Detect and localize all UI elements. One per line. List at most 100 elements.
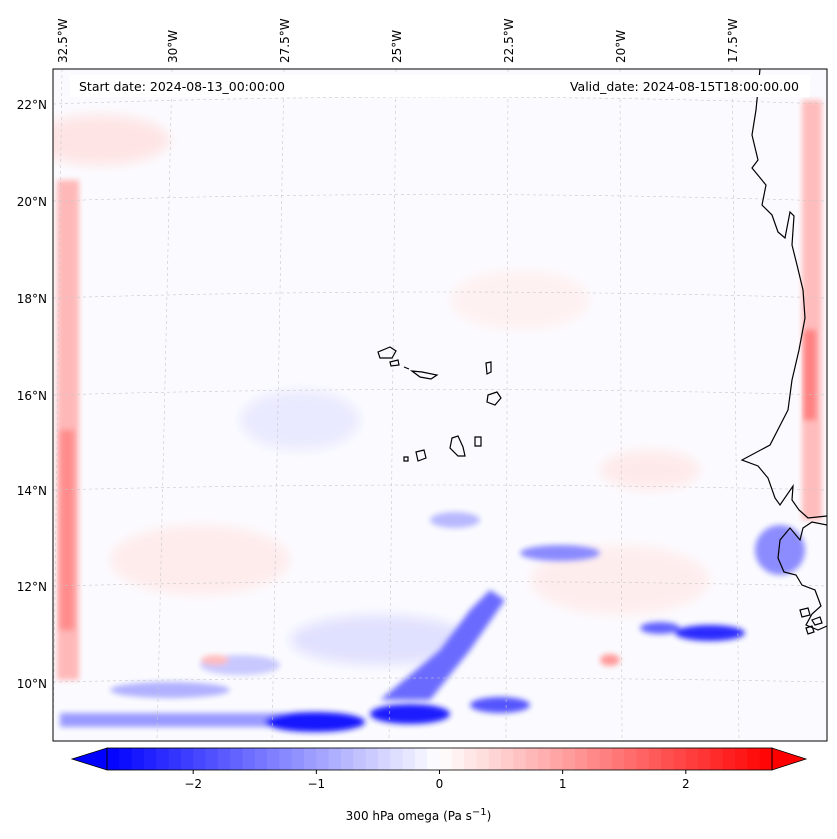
colorbar-bin [156, 748, 170, 770]
lat-label: 10°N [17, 677, 47, 691]
island-santa-luzia [403, 366, 410, 370]
lon-label: 17.5°W [726, 18, 740, 63]
lat-label: 14°N [17, 484, 47, 498]
colorbar-bin [353, 748, 367, 770]
colorbar-bin [131, 748, 145, 770]
lat-label: 12°N [17, 580, 47, 594]
colorbar-units: Pa s [447, 809, 472, 823]
colorbar-variable: 300 hPa omega [345, 809, 440, 823]
omega-field [53, 100, 822, 732]
start-date-label: Start date: 2024-08-13_00:00:00 [79, 79, 285, 94]
colorbar-bin [476, 748, 490, 770]
island-brava [403, 456, 409, 462]
colorbar-bin [291, 748, 305, 770]
colorbar-bin [119, 748, 133, 770]
colorbar-bin [439, 748, 453, 770]
colorbar-bin [673, 748, 687, 770]
colorbar-bin [759, 748, 773, 770]
colorbar-bin [451, 748, 465, 770]
colorbar-bin [599, 748, 613, 770]
lon-label: 27.5°W [278, 18, 292, 63]
colorbar-bin [427, 748, 440, 770]
island-santiago [449, 435, 466, 457]
island-sao-vicente [389, 359, 400, 367]
colorbar-bin [230, 748, 243, 770]
colorbar-tick-label: 2 [682, 777, 690, 791]
valid-date-label: Valid_date: 2024-08-15T18:00:00.00 [570, 79, 799, 94]
colorbar-bin [574, 748, 588, 770]
colorbar-tick-label: 1 [559, 777, 567, 791]
colorbar-bin [735, 748, 748, 770]
lon-label: 25°W [390, 30, 404, 63]
colorbar-bin [648, 748, 662, 770]
island-sal [485, 361, 492, 375]
lon-label: 20°W [614, 30, 628, 63]
lat-label: 16°N [17, 389, 47, 403]
colorbar-bin [390, 748, 404, 770]
map-frame [52, 68, 828, 742]
island-maio [474, 436, 482, 447]
latitude-labels: 22°N 20°N 18°N 16°N 14°N 12°N 10°N [17, 98, 47, 691]
colorbar-bin [525, 748, 539, 770]
colorbar-bin [304, 748, 317, 770]
colorbar: −2 −1 0 1 2 [70, 747, 808, 791]
colorbar-bin [316, 748, 330, 770]
colorbar-bin [254, 748, 268, 770]
colorbar-bin [242, 748, 256, 770]
colorbar-bin [107, 748, 120, 770]
colorbar-bin [365, 748, 379, 770]
colorbar-bin [747, 748, 761, 770]
colorbar-bin [550, 748, 564, 770]
colorbar-bin [377, 748, 391, 770]
colorbar-bin [279, 748, 293, 770]
coastlines [377, 69, 827, 635]
island-santo-antao [377, 346, 397, 359]
colorbar-label: 300 hPa omega (Pa s−1) [345, 807, 492, 823]
colorbar-tick-label: 0 [436, 777, 444, 791]
colorbar-ticks: −2 −1 0 1 2 [184, 770, 690, 791]
colorbar-bin [698, 748, 711, 770]
island-fogo [415, 449, 427, 462]
colorbar-bin [205, 748, 219, 770]
lat-label: 22°N [17, 98, 47, 112]
island-sao-nicolau [409, 370, 439, 380]
colorbar-bin [414, 748, 428, 770]
colorbar-units-exponent: −1 [471, 807, 487, 818]
colorbar-bin [636, 748, 650, 770]
colorbar-bins [107, 748, 773, 770]
colorbar-bin [685, 748, 699, 770]
colorbar-bin [217, 748, 231, 770]
colorbar-bin [267, 748, 280, 770]
colorbar-bin [488, 748, 502, 770]
longitude-labels: 32.5°W 30°W 27.5°W 25°W 22.5°W 20°W 17.5… [56, 18, 740, 63]
colorbar-bin [624, 748, 638, 770]
colorbar-bin [464, 748, 477, 770]
lon-label: 30°W [166, 30, 180, 63]
lat-label: 18°N [17, 292, 47, 306]
colorbar-extend-min-arrow [70, 747, 108, 771]
colorbar-bin [168, 748, 182, 770]
colorbar-bin [180, 748, 194, 770]
lon-label: 22.5°W [502, 18, 516, 63]
colorbar-bin [587, 748, 601, 770]
colorbar-bin [193, 748, 207, 770]
colorbar-bin [501, 748, 514, 770]
colorbar-bin [402, 748, 416, 770]
colorbar-bin [710, 748, 724, 770]
colorbar-bin [611, 748, 625, 770]
date-label-box [70, 75, 810, 97]
colorbar-bin [513, 748, 527, 770]
colorbar-tick-label: −1 [308, 777, 326, 791]
lon-label: 32.5°W [56, 18, 70, 63]
lat-label: 20°N [17, 195, 47, 209]
colorbar-bin [538, 748, 551, 770]
gridlines [53, 69, 827, 741]
colorbar-bin [328, 748, 342, 770]
colorbar-bin [143, 748, 157, 770]
colorbar-bin [661, 748, 674, 770]
colorbar-bin [562, 748, 576, 770]
colorbar-extend-max-arrow [771, 747, 808, 771]
island-boa-vista [486, 391, 502, 406]
colorbar-tick-label: −2 [184, 777, 202, 791]
